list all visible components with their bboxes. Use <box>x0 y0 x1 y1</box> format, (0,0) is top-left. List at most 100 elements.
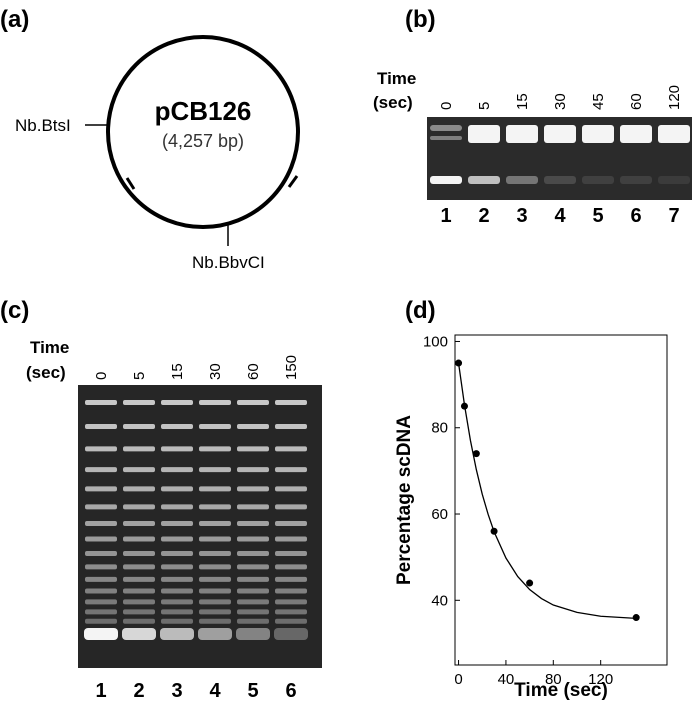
gel-band <box>275 551 307 557</box>
lane-number: 4 <box>209 680 221 702</box>
gel-band <box>199 446 231 452</box>
site-label: Nb.BbvCI <box>192 253 265 272</box>
gel-band <box>85 424 117 429</box>
gel-band <box>161 400 193 405</box>
gel-band <box>123 618 155 624</box>
gel-band <box>237 551 269 557</box>
gel-band <box>199 486 231 492</box>
gel-band <box>123 521 155 527</box>
data-point <box>455 359 463 367</box>
gel-band <box>123 504 155 510</box>
gel-band <box>237 486 269 492</box>
lane-number: 2 <box>133 680 144 702</box>
gel-band <box>123 576 155 582</box>
gel-band <box>199 536 231 542</box>
gel-band <box>85 564 117 570</box>
gel-band <box>123 588 155 594</box>
gel-band <box>199 504 231 510</box>
x-tick-label: 80 <box>545 671 562 688</box>
gel-band <box>161 536 193 542</box>
lane-number: 6 <box>630 205 641 227</box>
gel-band <box>199 609 231 615</box>
gel-band <box>161 618 193 624</box>
gel-band <box>123 536 155 542</box>
gel-band <box>160 628 194 640</box>
gel-band <box>199 599 231 605</box>
time-label: Time <box>377 69 416 88</box>
lane-number: 5 <box>247 680 258 702</box>
lane-number: 1 <box>440 205 451 227</box>
lane-number: 3 <box>171 680 182 702</box>
time-value: 5 <box>476 102 493 110</box>
gel-band <box>237 504 269 510</box>
x-tick-label: 40 <box>498 671 515 688</box>
data-point <box>490 527 498 535</box>
plasmid-name: pCB126 <box>155 96 252 126</box>
y-axis-label: Percentage scDNA <box>394 415 415 585</box>
gel-band <box>199 588 231 594</box>
time-value: 60 <box>245 363 262 380</box>
gel-band <box>236 628 270 640</box>
gel-band <box>275 618 307 624</box>
gel-band <box>161 551 193 557</box>
gel-band <box>123 486 155 492</box>
gel-band <box>161 467 193 473</box>
gel-band <box>161 486 193 492</box>
gel-band <box>85 618 117 624</box>
data-point <box>460 402 468 410</box>
gel-band <box>123 467 155 473</box>
gel-band <box>468 176 500 184</box>
gel-band <box>506 125 538 143</box>
gel-band <box>274 628 308 640</box>
gel-band <box>237 599 269 605</box>
lane-number: 7 <box>668 205 679 227</box>
gel-band <box>620 125 652 143</box>
gel-band <box>199 564 231 570</box>
gel-band <box>430 125 462 131</box>
gel-band <box>199 400 231 405</box>
lane-number: 1 <box>95 680 106 702</box>
y-tick-label: 80 <box>431 420 448 437</box>
gel-band <box>237 424 269 429</box>
time-value: 15 <box>169 363 186 380</box>
gel-band <box>123 551 155 557</box>
time-value: 30 <box>207 363 224 380</box>
data-point <box>472 450 480 458</box>
panel-label: (a) <box>0 6 29 33</box>
time-value: 60 <box>628 93 645 110</box>
gel-band <box>430 136 462 140</box>
gel-band <box>161 564 193 570</box>
time-label: (sec) <box>373 93 413 112</box>
gel-band <box>199 424 231 429</box>
gel-band <box>122 628 156 640</box>
time-label: (sec) <box>26 363 66 382</box>
gel-band <box>275 424 307 429</box>
gel-band <box>85 536 117 542</box>
gel-band <box>620 176 652 184</box>
gel-band <box>237 564 269 570</box>
gel-band <box>123 424 155 429</box>
data-point <box>632 614 640 622</box>
gel-band <box>582 176 614 184</box>
gel-band <box>275 446 307 452</box>
gel-band <box>275 400 307 405</box>
gel-band <box>237 400 269 405</box>
gel-band <box>198 628 232 640</box>
x-tick-label: 0 <box>454 671 462 688</box>
gel-band <box>275 521 307 527</box>
gel-band <box>85 400 117 405</box>
gel-band <box>199 521 231 527</box>
panel-label: (d) <box>405 297 436 324</box>
time-value: 5 <box>131 372 148 380</box>
gel-band <box>123 446 155 452</box>
data-point <box>526 579 534 587</box>
gel-band <box>123 400 155 405</box>
lane-number: 4 <box>554 205 566 227</box>
gel-band <box>275 588 307 594</box>
gel <box>78 385 322 668</box>
gel-band <box>199 576 231 582</box>
gel-band <box>123 599 155 605</box>
gel-band <box>430 176 462 184</box>
plasmid-size: (4,257 bp) <box>162 131 244 151</box>
